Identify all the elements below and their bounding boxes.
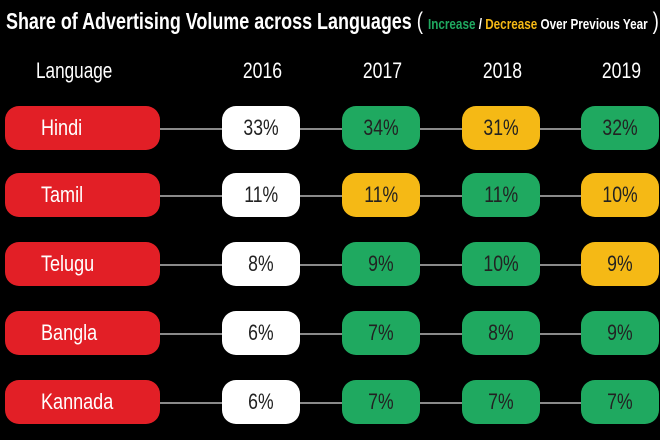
value-cell-increase: 8% — [462, 311, 540, 355]
legend-paren-open: ( — [416, 8, 423, 35]
value-cell-increase: 9% — [581, 311, 659, 355]
legend-increase: Increase — [427, 16, 476, 33]
value-cell-decrease: 11% — [342, 173, 420, 217]
value-cell-decrease: 9% — [581, 242, 659, 286]
legend-decrease: Decrease — [485, 16, 538, 33]
table-row: Kannada 6% 7% 7% 7% — [0, 380, 660, 426]
value-cell-increase: 7% — [342, 380, 420, 424]
legend-paren-close: ) — [652, 8, 659, 35]
value-cell-increase: 32% — [581, 106, 659, 150]
value-cell-base: 6% — [222, 311, 300, 355]
value-cell-increase: 34% — [342, 106, 420, 150]
header-year: 2017 — [362, 58, 402, 83]
table-row: Bangla 6% 7% 8% 9% — [0, 311, 660, 357]
table-row: Telugu 8% 9% 10% 9% — [0, 242, 660, 288]
header-year: 2016 — [242, 58, 282, 83]
value-cell-decrease: 31% — [462, 106, 540, 150]
language-label: Telugu — [5, 242, 160, 286]
value-cell-base: 33% — [222, 106, 300, 150]
value-cell-increase: 7% — [581, 380, 659, 424]
value-cell-base: 8% — [222, 242, 300, 286]
language-label: Tamil — [5, 173, 160, 217]
header-year: 2019 — [601, 58, 641, 83]
value-cell-increase: 9% — [342, 242, 420, 286]
value-cell-increase: 10% — [462, 242, 540, 286]
language-label: Hindi — [5, 106, 160, 150]
value-cell-increase: 7% — [462, 380, 540, 424]
value-cell-decrease: 10% — [581, 173, 659, 217]
value-cell-base: 6% — [222, 380, 300, 424]
language-label: Bangla — [5, 311, 160, 355]
title-text: Share of Advertising Volume across Langu… — [6, 8, 412, 34]
header-language: Language — [36, 58, 113, 83]
value-cell-base: 11% — [222, 173, 300, 217]
value-cell-increase: 7% — [342, 311, 420, 355]
value-cell-increase: 11% — [462, 173, 540, 217]
language-label: Kannada — [5, 380, 160, 424]
header-year: 2018 — [482, 58, 522, 83]
legend-rest: Over Previous Year — [537, 16, 648, 33]
legend-slash: / — [475, 16, 486, 33]
table-row: Hindi 33% 34% 31% 32% — [0, 106, 660, 152]
chart-title: Share of Advertising Volume across Langu… — [6, 8, 660, 36]
table-row: Tamil 11% 11% 11% 10% — [0, 173, 660, 219]
